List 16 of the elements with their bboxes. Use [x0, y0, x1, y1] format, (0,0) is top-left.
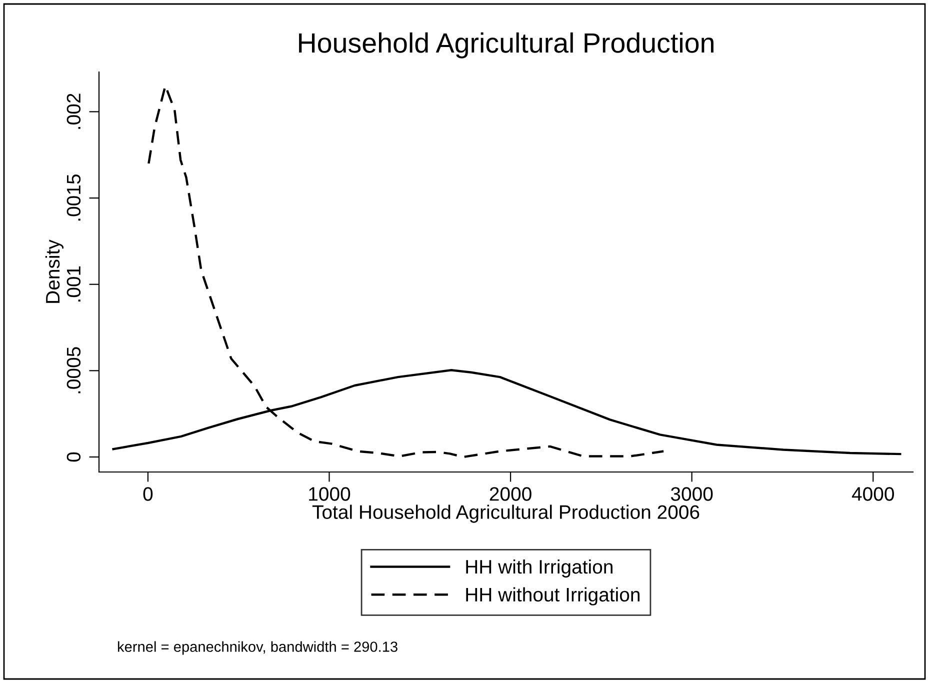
y-tick-label: 0	[66, 452, 81, 462]
x-tick-label: 3000	[670, 487, 713, 501]
x-axis-title: Total Household Agricultural Production 2006	[312, 504, 700, 523]
x-tick-label: 0	[143, 487, 153, 501]
y-tick-label: .001	[66, 266, 81, 302]
text: kernel = epanechnikov, bandwidth = 290.13	[118, 641, 398, 655]
x-tick-label: 4000	[852, 487, 894, 501]
y-axis-title: Density	[45, 240, 64, 303]
y-tick-label: .002	[66, 94, 81, 129]
legend-label: HH without Irrigation	[466, 587, 640, 606]
y-tick-label: .0015	[66, 174, 81, 221]
chart-title: Household Agricultural Production	[299, 32, 714, 58]
y-tick-label: .0005	[66, 347, 81, 394]
x-tick-label: 1000	[309, 487, 350, 501]
legend-label: HH with Irrigation	[466, 559, 612, 578]
x-tick-label: 2000	[490, 487, 532, 501]
